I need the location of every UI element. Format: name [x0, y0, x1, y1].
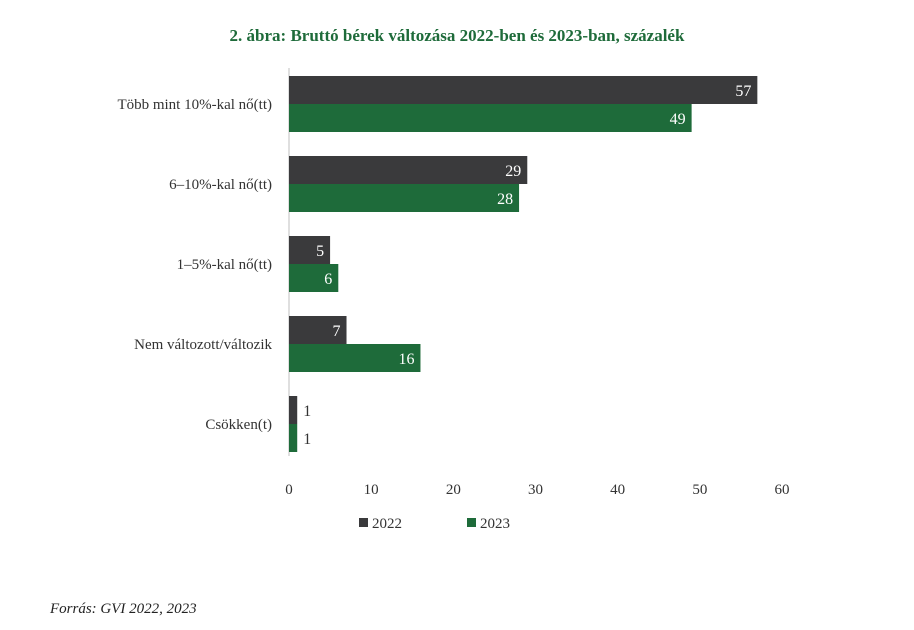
bar-2023: [289, 184, 520, 212]
bar-2023: [289, 104, 692, 132]
category-label: 1–5%-kal nő(tt): [177, 257, 272, 273]
data-label: 16: [398, 351, 414, 368]
data-label: 28: [497, 191, 513, 208]
data-label: 6: [324, 271, 332, 288]
x-tick-label: 10: [364, 482, 379, 498]
bar-2022: [289, 316, 347, 344]
data-label: 1: [303, 431, 311, 448]
bar-2023: [289, 424, 298, 452]
bar-2023: [289, 264, 339, 292]
bar-2023: [289, 344, 421, 372]
bar-2022: [289, 396, 298, 424]
legend-label: 2023: [480, 516, 510, 532]
source-note: Forrás: GVI 2022, 2023: [50, 601, 197, 617]
x-tick-label: 60: [775, 482, 790, 498]
data-label: 29: [505, 163, 521, 180]
category-label: Csökken(t): [205, 417, 272, 433]
chart-title: 2. ábra: Bruttó bérek változása 2022-ben…: [229, 26, 685, 45]
x-tick-label: 20: [446, 482, 461, 498]
category-label: Több mint 10%-kal nő(tt): [117, 97, 272, 113]
data-label: 57: [735, 83, 751, 100]
data-label: 7: [333, 323, 341, 340]
x-tick-label: 40: [610, 482, 625, 498]
legend-swatch-2022: [359, 518, 368, 527]
x-tick-label: 50: [692, 482, 707, 498]
data-label: 49: [670, 111, 686, 128]
bar-2022: [289, 236, 331, 264]
legend-label: 2022: [372, 516, 402, 532]
legend-swatch-2023: [467, 518, 476, 527]
data-label: 1: [303, 403, 311, 420]
category-label: Nem változott/változik: [134, 337, 272, 353]
bar-2022: [289, 76, 758, 104]
x-tick-label: 0: [285, 482, 293, 498]
category-label: 6–10%-kal nő(tt): [169, 177, 272, 193]
data-label: 5: [316, 243, 324, 260]
bar-2022: [289, 156, 528, 184]
x-tick-label: 30: [528, 482, 543, 498]
